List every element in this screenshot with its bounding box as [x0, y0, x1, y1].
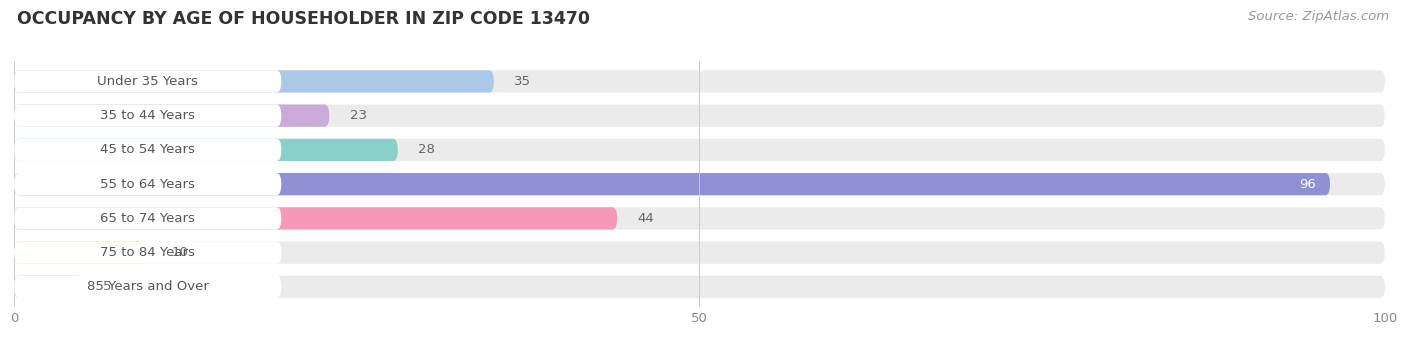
FancyBboxPatch shape — [14, 207, 617, 229]
FancyBboxPatch shape — [14, 105, 281, 127]
FancyBboxPatch shape — [14, 241, 281, 264]
Text: 55 to 64 Years: 55 to 64 Years — [100, 178, 195, 191]
Text: 28: 28 — [419, 144, 436, 157]
FancyBboxPatch shape — [14, 70, 1385, 92]
Text: 35 to 44 Years: 35 to 44 Years — [100, 109, 195, 122]
FancyBboxPatch shape — [14, 207, 281, 229]
FancyBboxPatch shape — [14, 139, 398, 161]
FancyBboxPatch shape — [14, 105, 1385, 127]
Text: OCCUPANCY BY AGE OF HOUSEHOLDER IN ZIP CODE 13470: OCCUPANCY BY AGE OF HOUSEHOLDER IN ZIP C… — [17, 10, 591, 28]
FancyBboxPatch shape — [14, 105, 329, 127]
FancyBboxPatch shape — [14, 173, 281, 195]
Text: 23: 23 — [350, 109, 367, 122]
Text: 96: 96 — [1299, 178, 1316, 191]
FancyBboxPatch shape — [14, 139, 1385, 161]
FancyBboxPatch shape — [14, 276, 281, 298]
Text: 44: 44 — [638, 212, 655, 225]
Text: 35: 35 — [515, 75, 531, 88]
FancyBboxPatch shape — [14, 207, 1385, 229]
Text: 75 to 84 Years: 75 to 84 Years — [100, 246, 195, 259]
FancyBboxPatch shape — [14, 241, 1385, 264]
Text: Source: ZipAtlas.com: Source: ZipAtlas.com — [1249, 10, 1389, 23]
FancyBboxPatch shape — [14, 241, 152, 264]
Text: 45 to 54 Years: 45 to 54 Years — [100, 144, 195, 157]
Text: 10: 10 — [172, 246, 188, 259]
FancyBboxPatch shape — [14, 70, 494, 92]
FancyBboxPatch shape — [14, 276, 1385, 298]
FancyBboxPatch shape — [14, 173, 1385, 195]
FancyBboxPatch shape — [14, 276, 83, 298]
Text: Under 35 Years: Under 35 Years — [97, 75, 198, 88]
Text: 5: 5 — [103, 280, 111, 293]
FancyBboxPatch shape — [14, 173, 1330, 195]
FancyBboxPatch shape — [14, 139, 281, 161]
FancyBboxPatch shape — [14, 70, 281, 92]
Text: 85 Years and Over: 85 Years and Over — [87, 280, 208, 293]
Text: 65 to 74 Years: 65 to 74 Years — [100, 212, 195, 225]
